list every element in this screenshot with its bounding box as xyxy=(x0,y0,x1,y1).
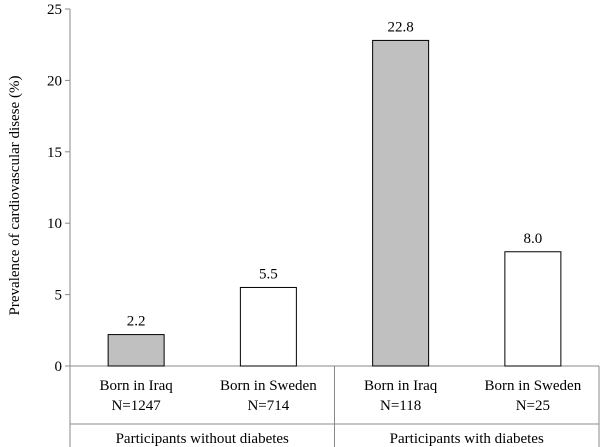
x-category-count-label: N=25 xyxy=(516,398,550,414)
data-label: 8.0 xyxy=(524,231,543,247)
bar xyxy=(239,286,297,367)
data-label: 5.5 xyxy=(259,266,278,282)
x-category-label: Born in Iraq xyxy=(99,378,173,394)
y-tick-label: 5 xyxy=(55,288,63,304)
data-label: 22.8 xyxy=(388,19,414,35)
x-group-label: Participants with diabetes xyxy=(390,431,544,447)
x-category-label: Born in Sweden xyxy=(220,378,317,394)
y-axis-title: Prevalence of cardiovascular disese (%) xyxy=(7,76,23,316)
bar xyxy=(372,39,430,367)
y-tick-label: 10 xyxy=(47,216,62,232)
x-category-label: Born in Iraq xyxy=(364,378,438,394)
bar xyxy=(504,251,562,367)
bar xyxy=(107,334,165,367)
data-label: 2.2 xyxy=(127,314,146,330)
x-category-count-label: N=118 xyxy=(380,398,421,414)
labels-layer: 0 5 10 15 20 25 Prevalence of cardiovascular d… xyxy=(7,2,582,447)
x-category-count-label: N=1247 xyxy=(111,398,161,414)
y-tick-label: 15 xyxy=(47,145,62,161)
y-tick-label: 0 xyxy=(55,359,63,375)
x-category-count-label: N=714 xyxy=(247,398,289,414)
x-category-label: Born in Sweden xyxy=(485,378,582,394)
bars-layer xyxy=(107,39,562,367)
y-tick-label: 25 xyxy=(47,2,62,18)
x-group-label: Participants without diabetes xyxy=(116,431,289,447)
y-tick-label: 20 xyxy=(47,73,62,89)
